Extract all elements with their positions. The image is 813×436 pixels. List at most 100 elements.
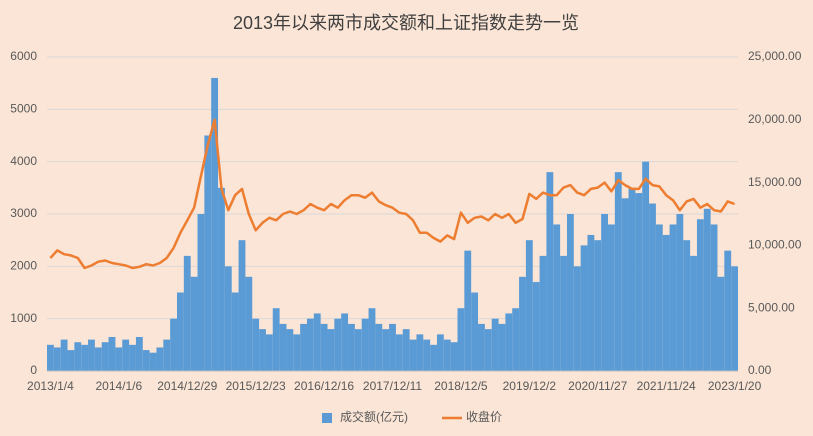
bar bbox=[443, 339, 451, 371]
bar bbox=[525, 240, 533, 371]
bar bbox=[436, 334, 444, 371]
bar bbox=[238, 240, 246, 371]
bar bbox=[47, 344, 54, 371]
bar bbox=[669, 224, 677, 371]
bar bbox=[81, 344, 89, 371]
x-tick-label: 2014/1/6 bbox=[95, 379, 142, 393]
line bbox=[49, 118, 736, 270]
x-tick-label: 2020/11/27 bbox=[568, 379, 627, 393]
bar bbox=[594, 240, 602, 371]
bar bbox=[560, 255, 567, 371]
bar bbox=[224, 266, 232, 371]
bar bbox=[122, 339, 130, 371]
bar bbox=[306, 318, 314, 371]
bar bbox=[259, 329, 266, 371]
bar bbox=[416, 334, 424, 371]
bar bbox=[88, 339, 95, 371]
bar bbox=[272, 308, 280, 371]
chart-title: 2013年以来两市成交额和上证指数走势一览 bbox=[233, 13, 579, 33]
bar bbox=[532, 282, 540, 371]
bar bbox=[149, 352, 157, 371]
bar bbox=[190, 276, 198, 371]
bar bbox=[491, 318, 499, 371]
bar bbox=[129, 344, 136, 371]
bar bbox=[368, 308, 376, 371]
bar bbox=[361, 318, 369, 371]
y-tick-label: 5000 bbox=[10, 102, 37, 116]
y2-tick-label: 15,000.00 bbox=[748, 175, 802, 189]
y-tick-label: 6000 bbox=[10, 49, 37, 63]
bar bbox=[464, 250, 472, 371]
bar bbox=[395, 334, 403, 371]
y-tick-label: 0 bbox=[30, 363, 37, 377]
bar bbox=[402, 329, 410, 371]
bar bbox=[471, 292, 479, 371]
bar bbox=[423, 339, 431, 371]
bar bbox=[170, 318, 177, 371]
bar bbox=[655, 224, 663, 371]
bar bbox=[621, 198, 629, 371]
bar bbox=[710, 224, 718, 371]
bar bbox=[642, 161, 650, 371]
bar bbox=[478, 323, 485, 371]
bar bbox=[662, 234, 670, 371]
y-tick-label: 4000 bbox=[10, 154, 37, 168]
y2-tick-label: 25,000.00 bbox=[748, 49, 802, 63]
bar bbox=[115, 347, 123, 371]
bar bbox=[313, 313, 321, 371]
x-tick-label: 2017/12/11 bbox=[363, 379, 422, 393]
bar bbox=[94, 347, 102, 371]
x-tick-label: 2014/12/29 bbox=[157, 379, 217, 393]
bar bbox=[724, 250, 732, 371]
bar bbox=[197, 214, 205, 371]
bar bbox=[176, 292, 184, 371]
bar bbox=[183, 255, 191, 371]
bar bbox=[286, 329, 294, 371]
bar bbox=[218, 187, 225, 371]
y2-tick-label: 0.00 bbox=[748, 363, 772, 377]
legend-label: 成交额(亿元) bbox=[340, 409, 408, 424]
bar bbox=[389, 323, 396, 371]
bar bbox=[690, 255, 697, 371]
bar bbox=[156, 347, 164, 371]
bar bbox=[293, 334, 301, 371]
x-tick-label: 2015/12/23 bbox=[226, 379, 286, 393]
x-tick-label: 2021/11/24 bbox=[637, 379, 696, 393]
bar bbox=[573, 266, 581, 371]
bar bbox=[731, 266, 738, 371]
bar bbox=[252, 318, 260, 371]
bar bbox=[608, 224, 615, 371]
bar bbox=[341, 313, 349, 371]
bar bbox=[231, 292, 239, 371]
bar bbox=[409, 339, 417, 371]
bar bbox=[498, 323, 506, 371]
y-tick-label: 1000 bbox=[10, 311, 37, 325]
x-tick-label: 2018/12/5 bbox=[434, 379, 488, 393]
x-tick-label: 2023/1/20 bbox=[708, 379, 762, 393]
y2-tick-label: 5,000.00 bbox=[748, 300, 795, 314]
bar bbox=[457, 308, 465, 371]
bar bbox=[354, 329, 362, 371]
bar bbox=[320, 323, 328, 371]
bar bbox=[135, 336, 143, 371]
bar bbox=[245, 276, 253, 371]
bar bbox=[512, 308, 520, 371]
bar bbox=[614, 172, 622, 371]
bar bbox=[566, 214, 574, 371]
bar bbox=[375, 323, 383, 371]
y2-tick-label: 20,000.00 bbox=[748, 112, 802, 126]
bar bbox=[635, 193, 643, 371]
bar bbox=[553, 224, 561, 371]
bar bbox=[587, 234, 595, 371]
bar bbox=[519, 276, 526, 371]
bar bbox=[327, 329, 335, 371]
bar bbox=[539, 255, 547, 371]
x-tick-label: 2013/1/4 bbox=[27, 379, 74, 393]
x-tick-label: 2019/12/2 bbox=[503, 379, 557, 393]
y-tick-label: 2000 bbox=[10, 259, 37, 273]
bar bbox=[101, 342, 109, 371]
bar bbox=[450, 342, 458, 371]
bar bbox=[676, 214, 684, 371]
bar bbox=[204, 135, 212, 371]
